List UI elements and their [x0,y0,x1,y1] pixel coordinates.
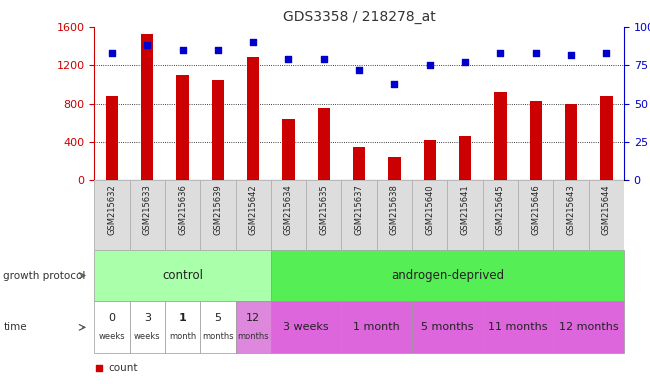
Text: 12 months: 12 months [559,322,619,333]
Bar [235,180,271,250]
Bar [129,180,165,250]
Point [530,50,541,56]
Text: GSM215633: GSM215633 [143,184,151,235]
Bar [589,180,624,250]
Text: 11 months: 11 months [488,322,548,333]
Text: weeks: weeks [99,331,125,341]
Text: GSM215646: GSM215646 [531,184,540,235]
Bar [94,250,271,301]
Point [94,365,105,371]
Title: GDS3358 / 218278_at: GDS3358 / 218278_at [283,10,436,25]
Bar [165,180,200,250]
Text: 5: 5 [214,313,222,323]
Text: GSM215638: GSM215638 [390,184,399,235]
Bar [341,301,412,353]
Text: GSM215645: GSM215645 [496,184,505,235]
Bar [447,180,483,250]
Bar [483,301,553,353]
Text: GSM215636: GSM215636 [178,184,187,235]
Bar [129,301,165,353]
Text: 3: 3 [144,313,151,323]
Text: GSM215634: GSM215634 [284,184,293,235]
Bar [341,180,377,250]
Text: control: control [162,269,203,282]
Bar [553,180,589,250]
Bar [282,119,294,180]
Text: weeks: weeks [134,331,161,341]
Point [495,50,506,56]
Bar [518,180,553,250]
Bar [94,180,624,250]
Text: GSM215642: GSM215642 [249,184,257,235]
Bar [94,180,129,250]
Bar [412,180,447,250]
Point [318,56,329,62]
Bar [200,301,235,353]
Text: GSM215644: GSM215644 [602,184,611,235]
Bar [271,180,306,250]
Point [601,50,612,56]
Text: GSM215639: GSM215639 [213,184,222,235]
Bar [494,92,506,180]
Bar [377,180,412,250]
Text: growth protocol: growth protocol [3,270,86,281]
Point [424,62,435,68]
Bar [200,180,235,250]
Bar [141,34,153,180]
Point [566,51,576,58]
Point [107,50,117,56]
Text: GSM215637: GSM215637 [355,184,363,235]
Point [248,39,258,45]
Point [354,67,364,73]
Bar [271,301,341,353]
Text: 3 weeks: 3 weeks [283,322,329,333]
Text: months: months [202,331,233,341]
Bar [600,96,612,180]
Bar [212,80,224,180]
Bar [553,301,624,353]
Text: GSM215632: GSM215632 [107,184,116,235]
Bar [388,157,400,180]
Point [389,81,400,87]
Text: 5 months: 5 months [421,322,474,333]
Bar [306,180,341,250]
Point [283,56,294,62]
Text: 1 month: 1 month [354,322,400,333]
Point [213,47,223,53]
Text: GSM215641: GSM215641 [461,184,469,235]
Text: androgen-deprived: androgen-deprived [391,269,504,282]
Point [142,42,152,48]
Bar [318,108,330,180]
Text: count: count [109,363,138,373]
Text: 0: 0 [109,313,116,323]
Point [177,47,188,53]
Bar [94,301,129,353]
Point [460,59,470,65]
Bar [530,101,542,180]
Bar [412,301,483,353]
Bar [247,56,259,180]
Bar [176,75,188,180]
Text: 12: 12 [246,313,260,323]
Text: GSM215640: GSM215640 [425,184,434,235]
Bar [565,104,577,180]
Bar [235,301,271,353]
Bar [424,140,436,180]
Text: GSM215643: GSM215643 [567,184,575,235]
Bar [459,136,471,180]
Bar [271,250,624,301]
Text: GSM215635: GSM215635 [319,184,328,235]
Text: month: month [169,331,196,341]
Bar [106,96,118,180]
Bar [483,180,518,250]
Bar [353,147,365,180]
Bar [165,301,200,353]
Text: time: time [3,322,27,333]
Text: months: months [237,331,269,341]
Text: 1: 1 [179,313,187,323]
